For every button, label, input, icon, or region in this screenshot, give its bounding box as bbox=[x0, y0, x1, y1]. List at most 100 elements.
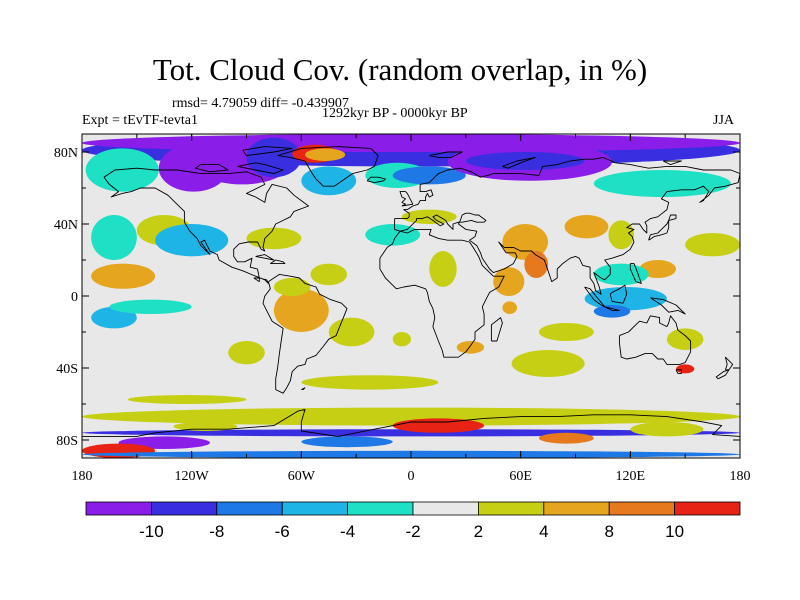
coastline bbox=[277, 146, 379, 187]
colorbar-label: 4 bbox=[539, 522, 548, 541]
anomaly-blob bbox=[82, 407, 740, 426]
lon-tick-label: 180 bbox=[72, 469, 93, 484]
anomaly-blob bbox=[328, 317, 375, 347]
coastline bbox=[237, 162, 284, 175]
anomaly-blob bbox=[301, 375, 439, 390]
coastline bbox=[502, 156, 536, 169]
colorbar-label: 2 bbox=[474, 522, 483, 541]
coastline bbox=[429, 151, 463, 158]
stats-text: rmsd= 4.79059 diff= -0.439907 bbox=[172, 96, 349, 111]
anomaly-blob bbox=[456, 341, 485, 354]
coastline bbox=[490, 317, 503, 342]
colorbar-label: -6 bbox=[275, 522, 290, 541]
lon-tick-label: 120W bbox=[175, 469, 210, 484]
anomaly-blob bbox=[273, 288, 329, 332]
coastline bbox=[715, 369, 730, 380]
anomaly-blob bbox=[127, 395, 247, 404]
anomaly-blob bbox=[685, 233, 740, 257]
anomaly-blob bbox=[511, 350, 585, 377]
anomaly-blob bbox=[524, 251, 549, 278]
anomaly-blob bbox=[392, 332, 411, 347]
coastline bbox=[366, 176, 386, 184]
lon-tick-label: 0 bbox=[408, 469, 415, 484]
lat-tick-label: 80S bbox=[56, 434, 78, 449]
coastline bbox=[262, 273, 348, 394]
coastline bbox=[379, 228, 505, 358]
colorbar-label: -8 bbox=[209, 522, 224, 541]
anomaly-blob bbox=[630, 422, 704, 437]
anomaly-blob bbox=[676, 364, 695, 374]
anomaly-blob bbox=[209, 274, 256, 306]
experiment-text: Expt = tEvTF-tevta1 bbox=[82, 113, 198, 128]
anomaly-blob bbox=[301, 166, 357, 196]
lon-tick-label: 60E bbox=[509, 469, 532, 484]
coastline bbox=[242, 146, 293, 157]
colorbar-swatch bbox=[608, 501, 676, 516]
anomaly-blob bbox=[109, 299, 192, 314]
anomaly-blob bbox=[392, 418, 485, 433]
anomaly-blob bbox=[639, 260, 677, 278]
anomaly-blob bbox=[85, 148, 159, 192]
coastline bbox=[301, 387, 306, 391]
anomaly-blob bbox=[538, 432, 594, 444]
coastline bbox=[270, 259, 286, 265]
season-text: JJA bbox=[713, 113, 735, 128]
colorbar-swatch bbox=[150, 501, 218, 516]
coastline bbox=[609, 284, 628, 304]
coastline bbox=[604, 306, 620, 311]
latitude-axis: 80N 40N 0 40S 80S bbox=[54, 146, 740, 449]
colorbar-label: -10 bbox=[139, 522, 164, 541]
anomaly-blob bbox=[493, 267, 525, 296]
colorbar-label: 10 bbox=[665, 522, 684, 541]
anomaly-blob bbox=[429, 251, 457, 287]
anomaly-blob bbox=[91, 215, 137, 260]
anomaly-blob bbox=[365, 224, 421, 246]
colorbar-swatch bbox=[477, 501, 545, 516]
anomaly-blob bbox=[246, 227, 302, 250]
lon-tick-label: 180 bbox=[730, 469, 751, 484]
colorbar-swatch bbox=[281, 501, 349, 516]
anomaly-blob bbox=[666, 328, 704, 351]
anomaly-blob bbox=[392, 166, 466, 185]
anomaly-blob bbox=[584, 287, 667, 311]
lon-tick-label: 120E bbox=[616, 469, 646, 484]
coastline bbox=[663, 160, 682, 166]
coastline bbox=[675, 369, 682, 374]
anomaly-blob bbox=[564, 215, 609, 239]
coastline bbox=[618, 315, 692, 365]
anomaly-blob bbox=[593, 170, 731, 197]
anomaly-blob bbox=[310, 263, 348, 286]
colorbar-swatch bbox=[543, 501, 610, 516]
lat-tick-label: 80N bbox=[54, 146, 78, 161]
anomaly-blob bbox=[502, 224, 549, 260]
lat-tick-label: 40N bbox=[54, 218, 78, 233]
anomaly-blob bbox=[304, 148, 346, 161]
coastline bbox=[253, 277, 260, 283]
coastline bbox=[629, 263, 642, 284]
lon-tick-label: 60W bbox=[288, 469, 316, 484]
colorbar-label: -2 bbox=[405, 522, 420, 541]
period-text: 1292kyr BP - 0000kyr BP bbox=[322, 106, 468, 121]
longitude-axis: 180 120W 60W 0 60E 120E 180 bbox=[72, 134, 751, 484]
colorbar: -10 -8 -6 -4 -2 2 4 8 10 bbox=[85, 501, 741, 541]
colorbar-label: -4 bbox=[340, 522, 355, 541]
anomaly-blob bbox=[273, 278, 311, 296]
colorbar-swatch bbox=[216, 501, 283, 516]
coastline bbox=[82, 408, 740, 437]
map-title: Tot. Cloud Cov. (random overlap, in %) bbox=[152, 52, 648, 87]
coastlines bbox=[82, 146, 740, 437]
anomaly-blob bbox=[228, 341, 265, 365]
anomaly-blob bbox=[155, 224, 229, 257]
coastline bbox=[103, 167, 310, 284]
coastline bbox=[255, 254, 275, 261]
anomaly-blob bbox=[401, 209, 457, 224]
colorbar-swatch bbox=[347, 501, 414, 516]
lat-tick-label: 0 bbox=[71, 290, 78, 305]
coastline bbox=[394, 156, 740, 295]
coastline bbox=[399, 191, 414, 207]
anomaly-blob bbox=[538, 323, 594, 341]
lat-tick-label: 40S bbox=[56, 362, 78, 377]
colorbar-swatch bbox=[85, 501, 152, 516]
map-area bbox=[82, 134, 740, 458]
